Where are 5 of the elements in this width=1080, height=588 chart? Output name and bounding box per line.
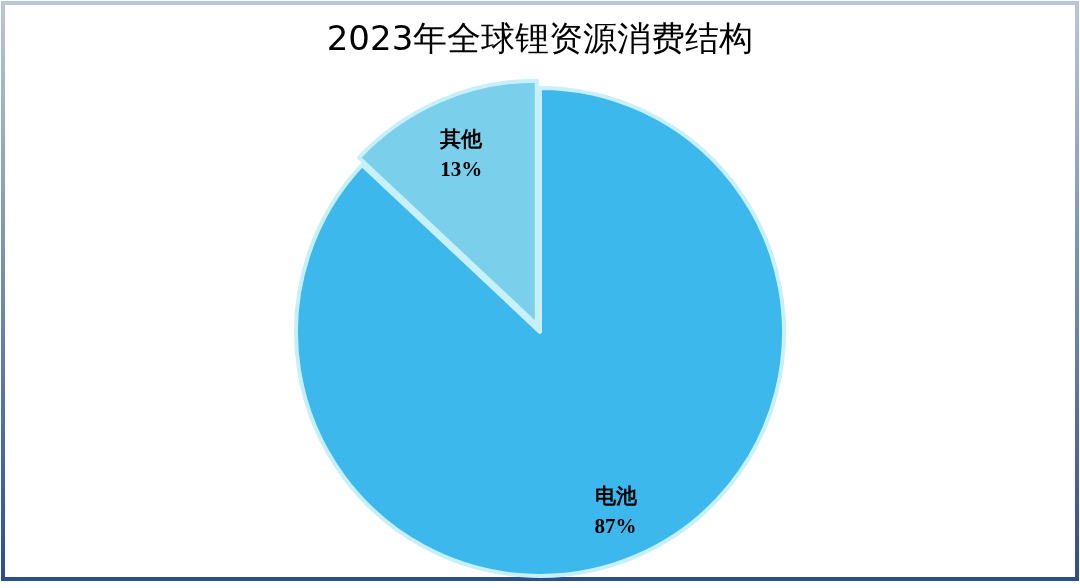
data-label: 87%	[594, 513, 637, 538]
data-label: 13%	[440, 156, 483, 181]
slice-label: 其他	[439, 126, 484, 151]
slice-label: 电池	[594, 483, 638, 508]
chart-title: 2023年全球锂资源消费结构	[326, 18, 754, 58]
